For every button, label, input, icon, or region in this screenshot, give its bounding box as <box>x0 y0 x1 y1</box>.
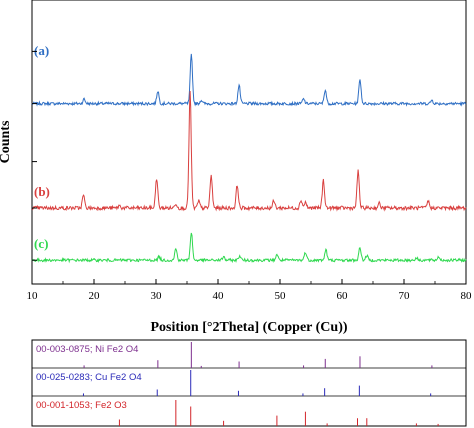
x-axis-ticks: 10 20 30 40 50 60 70 80 <box>27 279 473 302</box>
series-label: (b) <box>34 184 50 199</box>
series-label: (a) <box>34 43 49 58</box>
x-axis-title: Position [°2Theta] (Copper (Cu)) <box>150 320 347 335</box>
reference-pattern-panel: 00-003-0875; Ni Fe2 O4 00-025-0283; Cu F… <box>31 339 467 427</box>
reference-label-fe2o3: 00-001-1053; Fe2 O3 <box>36 400 127 411</box>
plot-frame <box>31 0 467 285</box>
y-axis-ticks <box>32 50 37 261</box>
x-tick-label: 40 <box>213 290 225 302</box>
y-axis-title: Counts <box>0 120 13 163</box>
x-tick-label: 50 <box>275 290 287 302</box>
reference-label-cufe2o4: 00-025-0283; Cu Fe2 O4 <box>36 372 142 383</box>
x-tick-label: 80 <box>461 290 473 302</box>
reference-lines <box>82 342 439 426</box>
xrd-series-a <box>31 53 467 107</box>
series-label: (c) <box>34 236 48 251</box>
xrd-series-c <box>31 232 467 264</box>
reference-label-nife2o4: 00-003-0875; Ni Fe2 O4 <box>36 344 138 355</box>
x-tick-label: 10 <box>27 290 39 302</box>
x-tick-label: 60 <box>337 290 349 302</box>
main-plot: (a) (b) (c) <box>31 43 467 264</box>
x-tick-label: 30 <box>151 290 163 302</box>
x-tick-label: 20 <box>89 290 101 302</box>
x-tick-label: 70 <box>399 290 411 302</box>
reference-panel-frame <box>31 339 467 427</box>
xrd-series-b <box>31 90 467 212</box>
